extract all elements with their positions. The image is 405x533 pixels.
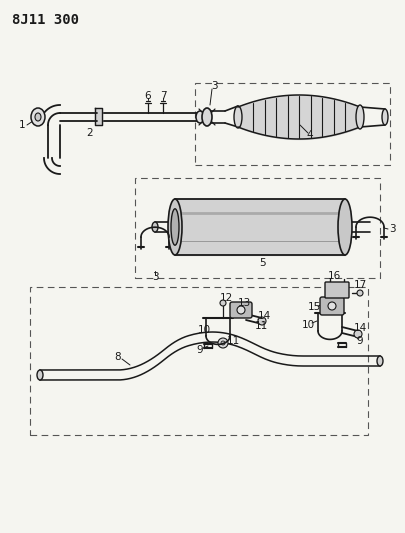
Ellipse shape	[171, 209, 179, 245]
Text: 16: 16	[327, 271, 341, 281]
Text: 14: 14	[257, 311, 271, 321]
Text: 17: 17	[354, 280, 367, 290]
Ellipse shape	[31, 108, 45, 126]
FancyBboxPatch shape	[320, 297, 344, 315]
Text: 9: 9	[357, 336, 363, 346]
Text: 8J11 300: 8J11 300	[12, 13, 79, 27]
Ellipse shape	[35, 113, 41, 121]
Ellipse shape	[234, 106, 242, 128]
Circle shape	[221, 341, 225, 345]
Bar	[30, 287, 368, 435]
Text: 2: 2	[87, 128, 93, 138]
Ellipse shape	[37, 370, 43, 380]
FancyBboxPatch shape	[230, 302, 252, 318]
Circle shape	[328, 302, 336, 310]
Text: 6: 6	[145, 91, 151, 101]
Ellipse shape	[202, 108, 212, 126]
Bar	[195, 83, 390, 165]
Ellipse shape	[382, 109, 388, 125]
Polygon shape	[95, 108, 102, 125]
Ellipse shape	[196, 111, 204, 123]
Ellipse shape	[377, 356, 383, 366]
Circle shape	[218, 338, 228, 348]
Text: 5: 5	[259, 258, 265, 268]
Text: 3: 3	[389, 224, 395, 234]
Ellipse shape	[356, 105, 364, 129]
Ellipse shape	[152, 222, 158, 232]
Text: 9: 9	[197, 345, 203, 355]
Text: 3: 3	[211, 81, 217, 91]
Circle shape	[237, 306, 245, 314]
Circle shape	[354, 330, 362, 338]
Ellipse shape	[338, 199, 352, 255]
Ellipse shape	[168, 199, 182, 255]
Text: 3: 3	[152, 272, 158, 282]
Circle shape	[357, 290, 363, 296]
Bar	[135, 178, 380, 278]
Circle shape	[220, 300, 226, 306]
Text: 10: 10	[198, 325, 211, 335]
Text: 10: 10	[301, 320, 315, 330]
Text: 4: 4	[307, 130, 313, 140]
Text: 11: 11	[254, 321, 268, 331]
Text: 15: 15	[307, 302, 321, 312]
Text: 13: 13	[237, 298, 251, 308]
Text: 14: 14	[354, 323, 367, 333]
Text: 12: 12	[220, 293, 232, 303]
Text: 8: 8	[115, 352, 122, 362]
Text: 1: 1	[19, 120, 25, 130]
Text: 11: 11	[226, 336, 240, 346]
Text: 7: 7	[160, 91, 166, 101]
Circle shape	[258, 317, 266, 325]
FancyBboxPatch shape	[325, 282, 349, 298]
